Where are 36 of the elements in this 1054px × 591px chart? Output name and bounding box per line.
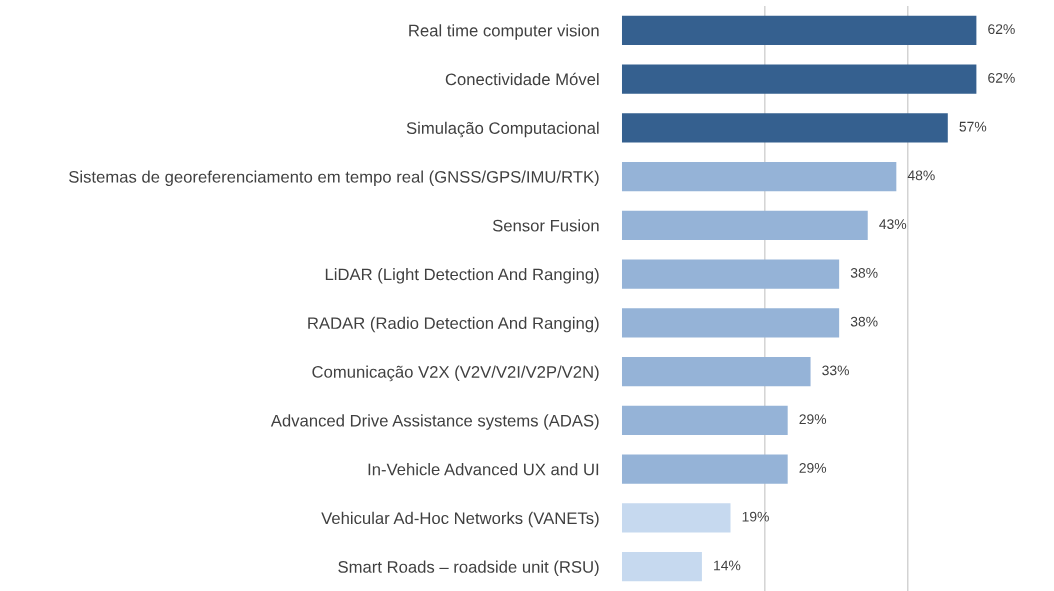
data-label: 38% <box>850 267 878 278</box>
bar <box>621 356 811 387</box>
bar <box>621 113 948 143</box>
y-tick-label: RADAR (Radio Detection And Ranging) <box>308 316 599 333</box>
bar <box>621 405 788 435</box>
y-tick-label: Vehicular Ad-Hoc Networks (VANETs) <box>321 511 599 528</box>
y-tick-label: Smart Roads – roadside unit (RSU) <box>338 560 599 577</box>
data-label: 14% <box>714 560 741 571</box>
bar <box>621 161 897 192</box>
data-label: 43% <box>879 219 907 230</box>
y-tick-label: Sensor Fusion <box>492 219 599 232</box>
y-tick-label: Simulação Computacional <box>406 121 599 138</box>
bar <box>621 64 977 94</box>
bar <box>621 503 731 533</box>
bar <box>621 551 702 582</box>
data-label: 48% <box>907 170 935 181</box>
data-label: 57% <box>959 121 987 132</box>
y-tick-label: Real time computer vision <box>409 24 599 40</box>
bar <box>621 15 977 45</box>
y-tick-label: Comunicação V2X (V2V/V2I/V2P/V2N) <box>312 365 599 382</box>
data-label: 62% <box>988 72 1015 83</box>
y-tick-label: LiDAR (Light Detection And Ranging) <box>325 268 599 284</box>
bar <box>621 308 840 338</box>
data-label: 33% <box>822 365 849 376</box>
data-label: 19% <box>742 511 769 522</box>
y-tick-label: Conectividade Móvel <box>445 72 599 86</box>
bar <box>621 454 788 484</box>
data-label: 38% <box>850 316 878 327</box>
y-tick-label: Advanced Drive Assistance systems (ADAS) <box>270 414 599 430</box>
data-label: 62% <box>988 24 1015 35</box>
bar <box>621 259 840 289</box>
y-tick-label: Sistemas de georeferenciamento em tempo real (GNSS/GPS/IMU/RTK) <box>69 170 599 187</box>
bar <box>621 210 868 240</box>
data-label: 29% <box>799 463 827 473</box>
data-label: 29% <box>799 414 827 425</box>
y-tick-label: In-Vehicle Advanced UX and UI <box>368 463 599 476</box>
